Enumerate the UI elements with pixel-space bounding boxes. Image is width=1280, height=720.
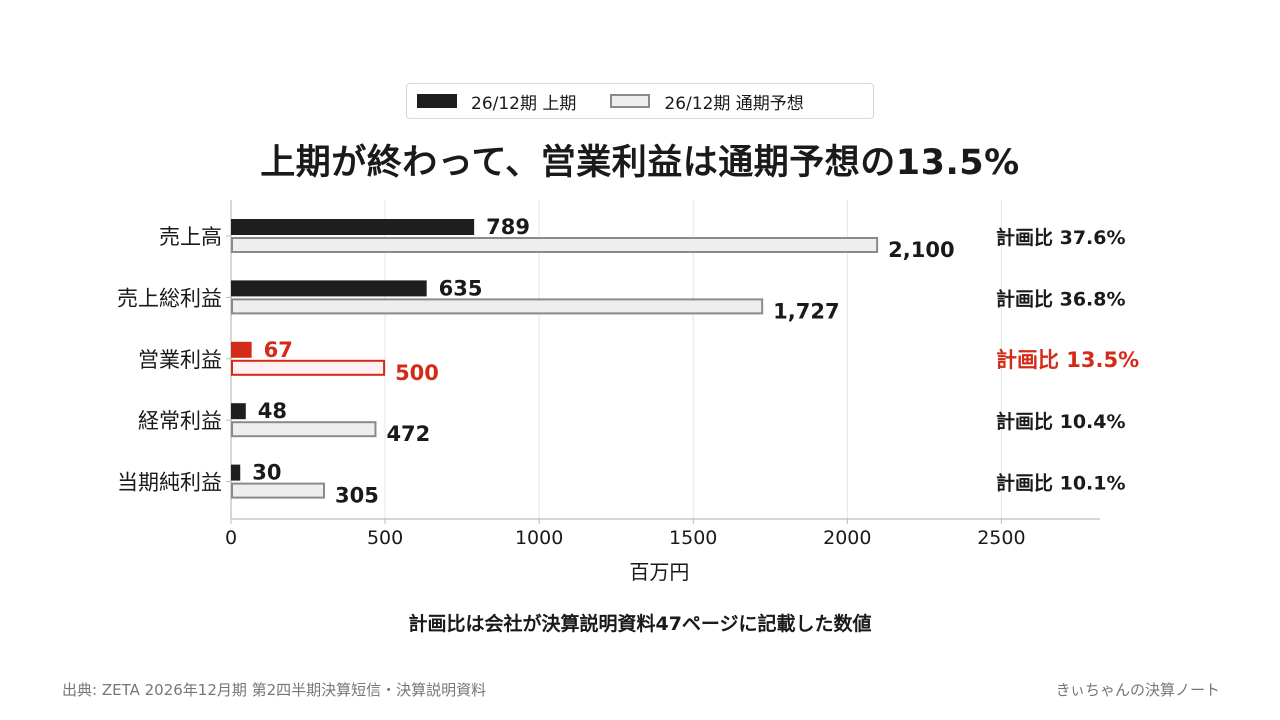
data-label-forecast: 472 [386, 422, 430, 446]
data-label-h1: 789 [486, 215, 530, 239]
x-tick-label: 500 [367, 527, 403, 549]
bar-h1 [231, 219, 475, 235]
ratio-label: 計画比 36.8% [996, 287, 1126, 310]
category-label: 当期純利益 [117, 471, 222, 495]
data-label-forecast: 2,100 [888, 238, 954, 262]
legend-label-h1: 26/12期 上期 [471, 93, 577, 114]
category-label: 売上総利益 [117, 286, 222, 310]
x-tick-label: 2000 [823, 527, 871, 549]
data-label-h1: 30 [252, 461, 281, 485]
ratio-label: 計画比 10.4% [996, 410, 1126, 433]
data-label-h1: 635 [439, 276, 483, 300]
footnote: 計画比は会社が決算説明資料47ページに記載した数値 [408, 613, 872, 635]
legend-item-forecast: 26/12期 通期予想 [610, 89, 804, 114]
category-label: 売上高 [159, 225, 222, 249]
x-tick-label: 1000 [515, 527, 563, 549]
bar-h1 [231, 280, 427, 297]
bar-forecast [231, 237, 879, 253]
bar-forecast [231, 482, 325, 499]
data-label-forecast: 305 [335, 484, 379, 508]
bar-h1 [231, 341, 252, 358]
bar-forecast [231, 298, 764, 315]
data-label-h1: 67 [264, 338, 293, 362]
x-tick-label: 2500 [977, 527, 1025, 549]
ratio-label: 計画比 13.5% [996, 348, 1139, 372]
ratio-label: 計画比 37.6% [996, 226, 1126, 249]
bar-chart: 0 500 1000 1500 2000 2500 百万円 売上高 789 2,100 計画比 37… [117, 200, 1139, 584]
chart-title: 上期が終わって、営業利益は通期予想の13.5% [260, 143, 1020, 183]
bar-h1 [231, 464, 241, 481]
bar-h1 [231, 403, 246, 420]
bar-forecast [231, 421, 377, 438]
legend-label-forecast: 26/12期 通期予想 [664, 93, 804, 114]
legend-swatch-h1 [417, 94, 457, 108]
data-label-h1: 48 [258, 399, 287, 423]
legend-swatch-forecast [610, 94, 651, 108]
category-label: 経常利益 [138, 409, 222, 433]
source-credit: 出典: ZETA 2026年12月期 第2四半期決算短信・決算説明資料 [62, 681, 487, 699]
data-label-forecast: 1,727 [773, 299, 839, 323]
brand-credit: きぃちゃんの決算ノート [1055, 681, 1220, 699]
category-label: 営業利益 [138, 348, 222, 372]
x-tick-label: 0 [225, 527, 237, 549]
data-label-forecast: 500 [395, 361, 439, 385]
ratio-label: 計画比 10.1% [996, 472, 1126, 495]
x-tick-label: 1500 [669, 527, 717, 549]
legend-item-h1: 26/12期 上期 [417, 89, 576, 114]
x-axis-label: 百万円 [629, 560, 689, 584]
bar-forecast [231, 359, 386, 376]
chart-legend: 26/12期 上期 26/12期 通期予想 [406, 83, 874, 119]
